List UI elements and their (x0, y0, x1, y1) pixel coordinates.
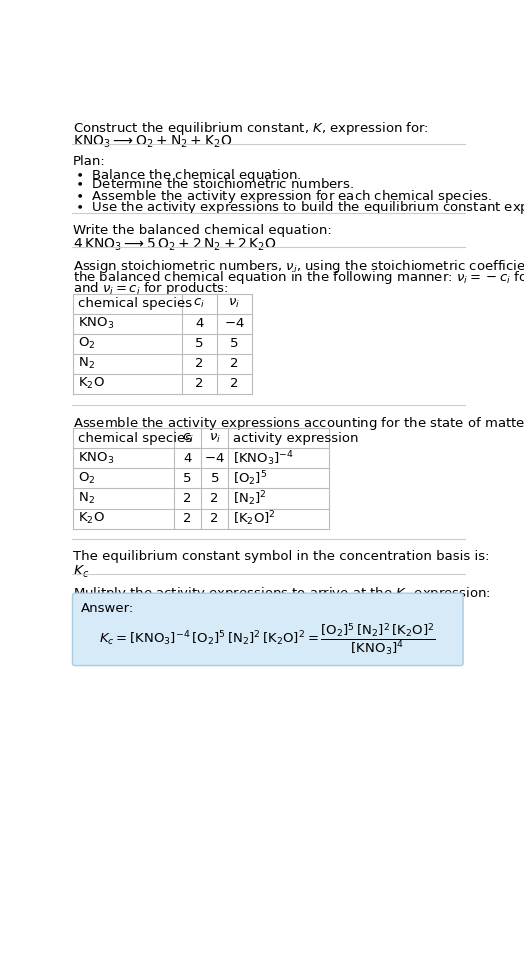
Text: $[\mathrm{KNO_3}]^{-4}$: $[\mathrm{KNO_3}]^{-4}$ (233, 449, 294, 468)
Text: the balanced chemical equation in the following manner: $\nu_i = -c_i$ for react: the balanced chemical equation in the fo… (73, 269, 524, 286)
Text: and $\nu_i = c_i$ for products:: and $\nu_i = c_i$ for products: (73, 280, 229, 297)
Text: Assign stoichiometric numbers, $\nu_i$, using the stoichiometric coefficients, $: Assign stoichiometric numbers, $\nu_i$, … (73, 259, 524, 275)
Text: 2: 2 (195, 377, 203, 390)
Text: 5: 5 (211, 472, 219, 485)
Text: Assemble the activity expressions accounting for the state of matter and $\nu_i$: Assemble the activity expressions accoun… (73, 415, 524, 432)
Text: $\mathrm{O_2}$: $\mathrm{O_2}$ (78, 471, 95, 486)
Text: $-4$: $-4$ (204, 452, 225, 465)
Text: $\bullet$  Assemble the activity expression for each chemical species.: $\bullet$ Assemble the activity expressi… (75, 188, 492, 206)
Text: $\mathrm{K_2O}$: $\mathrm{K_2O}$ (78, 510, 105, 526)
Text: Mulitply the activity expressions to arrive at the $K_c$ expression:: Mulitply the activity expressions to arr… (73, 585, 491, 602)
Text: $\mathrm{O_2}$: $\mathrm{O_2}$ (78, 336, 95, 351)
Text: 5: 5 (183, 472, 192, 485)
Text: $4\,\mathrm{KNO_3} \longrightarrow 5\,\mathrm{O_2} + 2\,\mathrm{N_2} + 2\,\mathr: $4\,\mathrm{KNO_3} \longrightarrow 5\,\m… (73, 236, 277, 253)
Text: $\bullet$  Use the activity expressions to build the equilibrium constant expres: $\bullet$ Use the activity expressions t… (75, 199, 524, 216)
Text: The equilibrium constant symbol in the concentration basis is:: The equilibrium constant symbol in the c… (73, 550, 490, 564)
Text: $\nu_i$: $\nu_i$ (209, 432, 221, 445)
Text: $\nu_i$: $\nu_i$ (228, 297, 240, 310)
FancyBboxPatch shape (72, 593, 463, 666)
Text: $K_c = [\mathrm{KNO_3}]^{-4}\,[\mathrm{O_2}]^5\,[\mathrm{N_2}]^2\,[\mathrm{K_2O}: $K_c = [\mathrm{KNO_3}]^{-4}\,[\mathrm{O… (100, 621, 436, 657)
Text: Construct the equilibrium constant, $K$, expression for:: Construct the equilibrium constant, $K$,… (73, 120, 429, 137)
Text: $[\mathrm{O_2}]^5$: $[\mathrm{O_2}]^5$ (233, 469, 267, 488)
Text: 2: 2 (195, 357, 203, 371)
Text: $-4$: $-4$ (224, 317, 244, 330)
Text: $\bullet$  Determine the stoichiometric numbers.: $\bullet$ Determine the stoichiometric n… (75, 178, 354, 191)
Text: chemical species: chemical species (78, 297, 192, 310)
Text: 2: 2 (211, 512, 219, 525)
Text: $\mathrm{N_2}$: $\mathrm{N_2}$ (78, 491, 95, 506)
Text: 2: 2 (211, 492, 219, 505)
Text: $c_i$: $c_i$ (182, 432, 193, 445)
Text: $[\mathrm{N_2}]^2$: $[\mathrm{N_2}]^2$ (233, 489, 267, 508)
Text: $\bullet$  Balance the chemical equation.: $\bullet$ Balance the chemical equation. (75, 167, 301, 183)
Text: 4: 4 (183, 452, 192, 465)
Text: activity expression: activity expression (233, 432, 358, 445)
Text: 2: 2 (230, 357, 238, 371)
Text: $[\mathrm{K_2O}]^2$: $[\mathrm{K_2O}]^2$ (233, 510, 276, 528)
Text: $\mathrm{N_2}$: $\mathrm{N_2}$ (78, 356, 95, 372)
Text: $\mathrm{K_2O}$: $\mathrm{K_2O}$ (78, 376, 105, 392)
Text: $\mathrm{KNO_3}$: $\mathrm{KNO_3}$ (78, 451, 114, 466)
Text: 2: 2 (183, 492, 192, 505)
Text: Write the balanced chemical equation:: Write the balanced chemical equation: (73, 224, 332, 236)
Text: $\mathrm{KNO_3} \longrightarrow \mathrm{O_2 + N_2 + K_2O}$: $\mathrm{KNO_3} \longrightarrow \mathrm{… (73, 133, 233, 150)
Text: Answer:: Answer: (81, 602, 134, 616)
Text: chemical species: chemical species (78, 432, 192, 445)
Text: $\mathrm{KNO_3}$: $\mathrm{KNO_3}$ (78, 317, 114, 331)
Text: 2: 2 (183, 512, 192, 525)
Text: $c_i$: $c_i$ (193, 297, 205, 310)
Text: 4: 4 (195, 317, 203, 330)
Text: 5: 5 (195, 337, 203, 350)
Text: 5: 5 (230, 337, 238, 350)
Text: $K_c$: $K_c$ (73, 564, 90, 580)
Text: 2: 2 (230, 377, 238, 390)
Text: Plan:: Plan: (73, 155, 106, 168)
